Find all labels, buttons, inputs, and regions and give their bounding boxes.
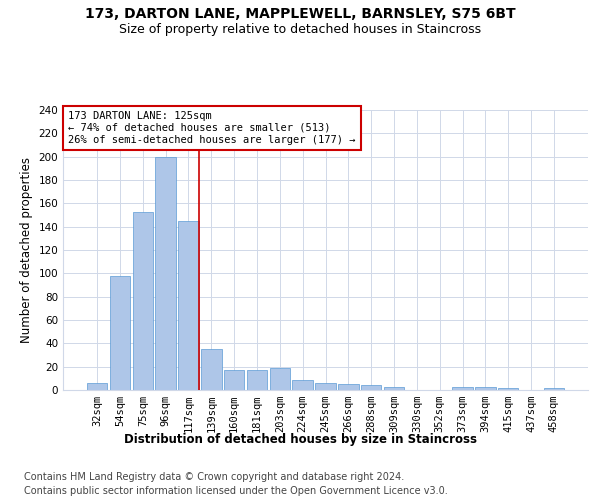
Bar [498,388,518,390]
Text: Distribution of detached houses by size in Staincross: Distribution of detached houses by size … [124,432,476,446]
Bar [224,370,244,390]
Bar [384,386,404,390]
Bar [361,386,382,390]
Bar [247,370,267,390]
Bar [544,388,564,390]
Bar [201,349,221,390]
Bar [133,212,153,390]
Y-axis label: Number of detached properties: Number of detached properties [20,157,33,343]
Bar [178,221,199,390]
Text: Size of property relative to detached houses in Staincross: Size of property relative to detached ho… [119,22,481,36]
Text: Contains public sector information licensed under the Open Government Licence v3: Contains public sector information licen… [24,486,448,496]
Bar [452,386,473,390]
Text: Contains HM Land Registry data © Crown copyright and database right 2024.: Contains HM Land Registry data © Crown c… [24,472,404,482]
Bar [87,383,107,390]
Bar [155,156,176,390]
Bar [110,276,130,390]
Bar [315,383,336,390]
Bar [338,384,359,390]
Bar [475,386,496,390]
Text: 173, DARTON LANE, MAPPLEWELL, BARNSLEY, S75 6BT: 173, DARTON LANE, MAPPLEWELL, BARNSLEY, … [85,8,515,22]
Text: 173 DARTON LANE: 125sqm
← 74% of detached houses are smaller (513)
26% of semi-d: 173 DARTON LANE: 125sqm ← 74% of detache… [68,112,356,144]
Bar [292,380,313,390]
Bar [269,368,290,390]
